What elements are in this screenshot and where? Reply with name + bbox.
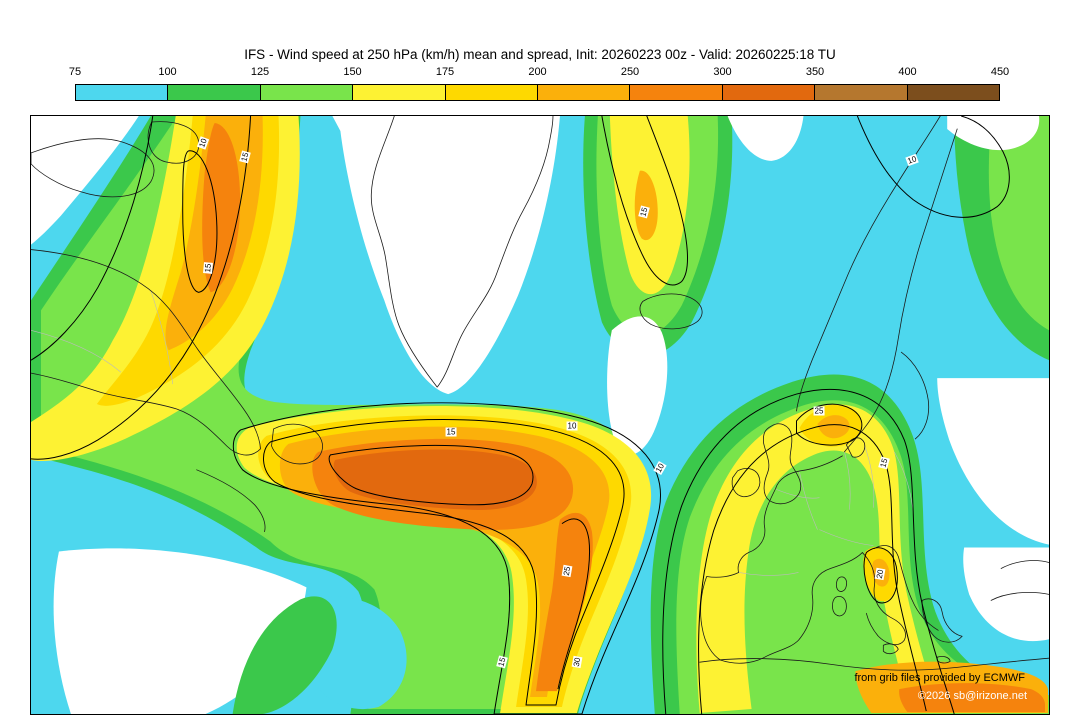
contour-label: 10 xyxy=(653,461,667,475)
contour-label: 10 xyxy=(905,153,919,167)
jet-central-darkorange xyxy=(333,449,537,510)
jet-icelandband-amber xyxy=(634,170,658,241)
field-white-topcenter xyxy=(727,116,804,161)
colorbar-segment xyxy=(815,85,908,100)
chart-title: IFS - Wind speed at 250 hPa (km/h) mean … xyxy=(244,47,836,62)
contour-label: 30 xyxy=(571,655,583,669)
colorbar-tick: 400 xyxy=(898,66,917,78)
contour-label: 15 xyxy=(445,427,457,437)
blacksea-coastline xyxy=(990,560,1049,601)
colorbar-segment xyxy=(260,85,354,100)
colorbar-tick: 175 xyxy=(435,66,455,78)
contour-europe-inner xyxy=(698,424,927,714)
field-white-southeast xyxy=(963,547,1049,642)
britain-coastline xyxy=(762,423,802,505)
colorbar-tick: 150 xyxy=(343,66,362,78)
jet-west-orange xyxy=(202,122,241,293)
wind-field-fill xyxy=(31,116,1049,714)
colorbar-segment xyxy=(353,85,446,100)
contour-label: 15 xyxy=(496,655,508,669)
contour-central-core xyxy=(328,444,534,506)
jet-central-orange-limb xyxy=(536,512,593,692)
colorbar-ticks: 75 100 125 150 175 200 250 300 350 400 450 xyxy=(69,66,1009,81)
contour-northeast xyxy=(856,116,1010,218)
colorbar-tick: 450 xyxy=(990,66,1010,78)
contour-label: 25 xyxy=(561,564,573,578)
contour-label: 25 xyxy=(813,406,825,416)
contour-labels: 10 15 15 15 10 25 30 15 10 15 25 20 10 15 xyxy=(31,116,1049,714)
field-white-nw-corner xyxy=(31,116,139,245)
contour-west-core xyxy=(182,150,218,293)
jet-europe-yellow xyxy=(696,404,939,714)
iceland-coastline xyxy=(639,293,703,330)
border-lines-namerica xyxy=(31,290,174,385)
colorbar-segments xyxy=(75,84,1000,101)
colorbar-segment xyxy=(76,85,169,100)
wind-map: 10 15 15 15 10 25 30 15 10 15 25 20 10 15 from grib f… xyxy=(30,115,1050,715)
contour-label: 10 xyxy=(566,421,578,431)
colorbar-segment xyxy=(907,85,1000,100)
credit-source: from grib files provided by ECMWF xyxy=(854,672,1025,684)
contour-limb xyxy=(557,518,590,690)
contour-central-inner xyxy=(263,419,625,706)
colorbar-segment xyxy=(168,85,261,100)
contour-label: 20 xyxy=(874,567,886,581)
contour-west-2 xyxy=(31,116,252,460)
field-green-streak-south xyxy=(232,596,337,714)
colorbar-tick: 250 xyxy=(620,66,640,78)
colorbar-tick: 300 xyxy=(713,66,732,78)
credit-copyright: ©2026 sb@irizone.net xyxy=(917,690,1027,702)
colorbar-segment xyxy=(445,85,539,100)
colorbar-tick: 100 xyxy=(158,66,177,78)
field-white-ne-corner xyxy=(947,116,1040,151)
field-white-center-col xyxy=(607,316,668,455)
field-white-east xyxy=(937,378,1049,545)
med-islands-coastline xyxy=(832,576,951,664)
greenland-coastline xyxy=(370,116,554,388)
colorbar-tick: 350 xyxy=(805,66,825,78)
sweden-coastline xyxy=(844,128,958,453)
colorbar-segment xyxy=(722,85,816,100)
contour-label: 15 xyxy=(638,205,650,219)
contour-label: 15 xyxy=(239,150,251,164)
contour-med-loop xyxy=(863,547,898,604)
wind-map-svg xyxy=(31,116,1049,714)
newfoundland-coastline xyxy=(196,423,323,533)
colorbar-tick: 200 xyxy=(528,66,547,78)
colorbar-segment xyxy=(630,85,723,100)
field-green2-northeast xyxy=(988,116,1049,331)
northafrica-coastline xyxy=(699,657,1049,671)
contour-icelandband xyxy=(601,116,689,286)
field-white-greenland xyxy=(332,116,560,395)
jet-corner-orange xyxy=(899,683,1046,713)
contour-label: 10 xyxy=(196,136,210,150)
jet-europe-amber-baltic xyxy=(817,415,850,439)
baffin-coastline xyxy=(31,121,200,198)
westeurope-coastline xyxy=(700,455,863,664)
adriatic-coastline xyxy=(873,545,939,631)
contour-west-1 xyxy=(31,116,154,361)
contour-europe-outer xyxy=(662,388,955,714)
colorbar-tick: 125 xyxy=(250,66,270,78)
contour-label: 15 xyxy=(203,262,213,274)
baltic-coastline xyxy=(845,351,930,458)
labrador-coastline xyxy=(31,249,261,456)
spread-contours xyxy=(31,116,1010,714)
colorbar-tick: 75 xyxy=(68,66,82,78)
contour-central-outer xyxy=(232,402,661,714)
contour-label: 15 xyxy=(878,456,890,470)
contour-baltic-loop xyxy=(795,403,863,446)
colorbar-segment xyxy=(538,85,631,100)
italy-coastline xyxy=(861,552,906,645)
